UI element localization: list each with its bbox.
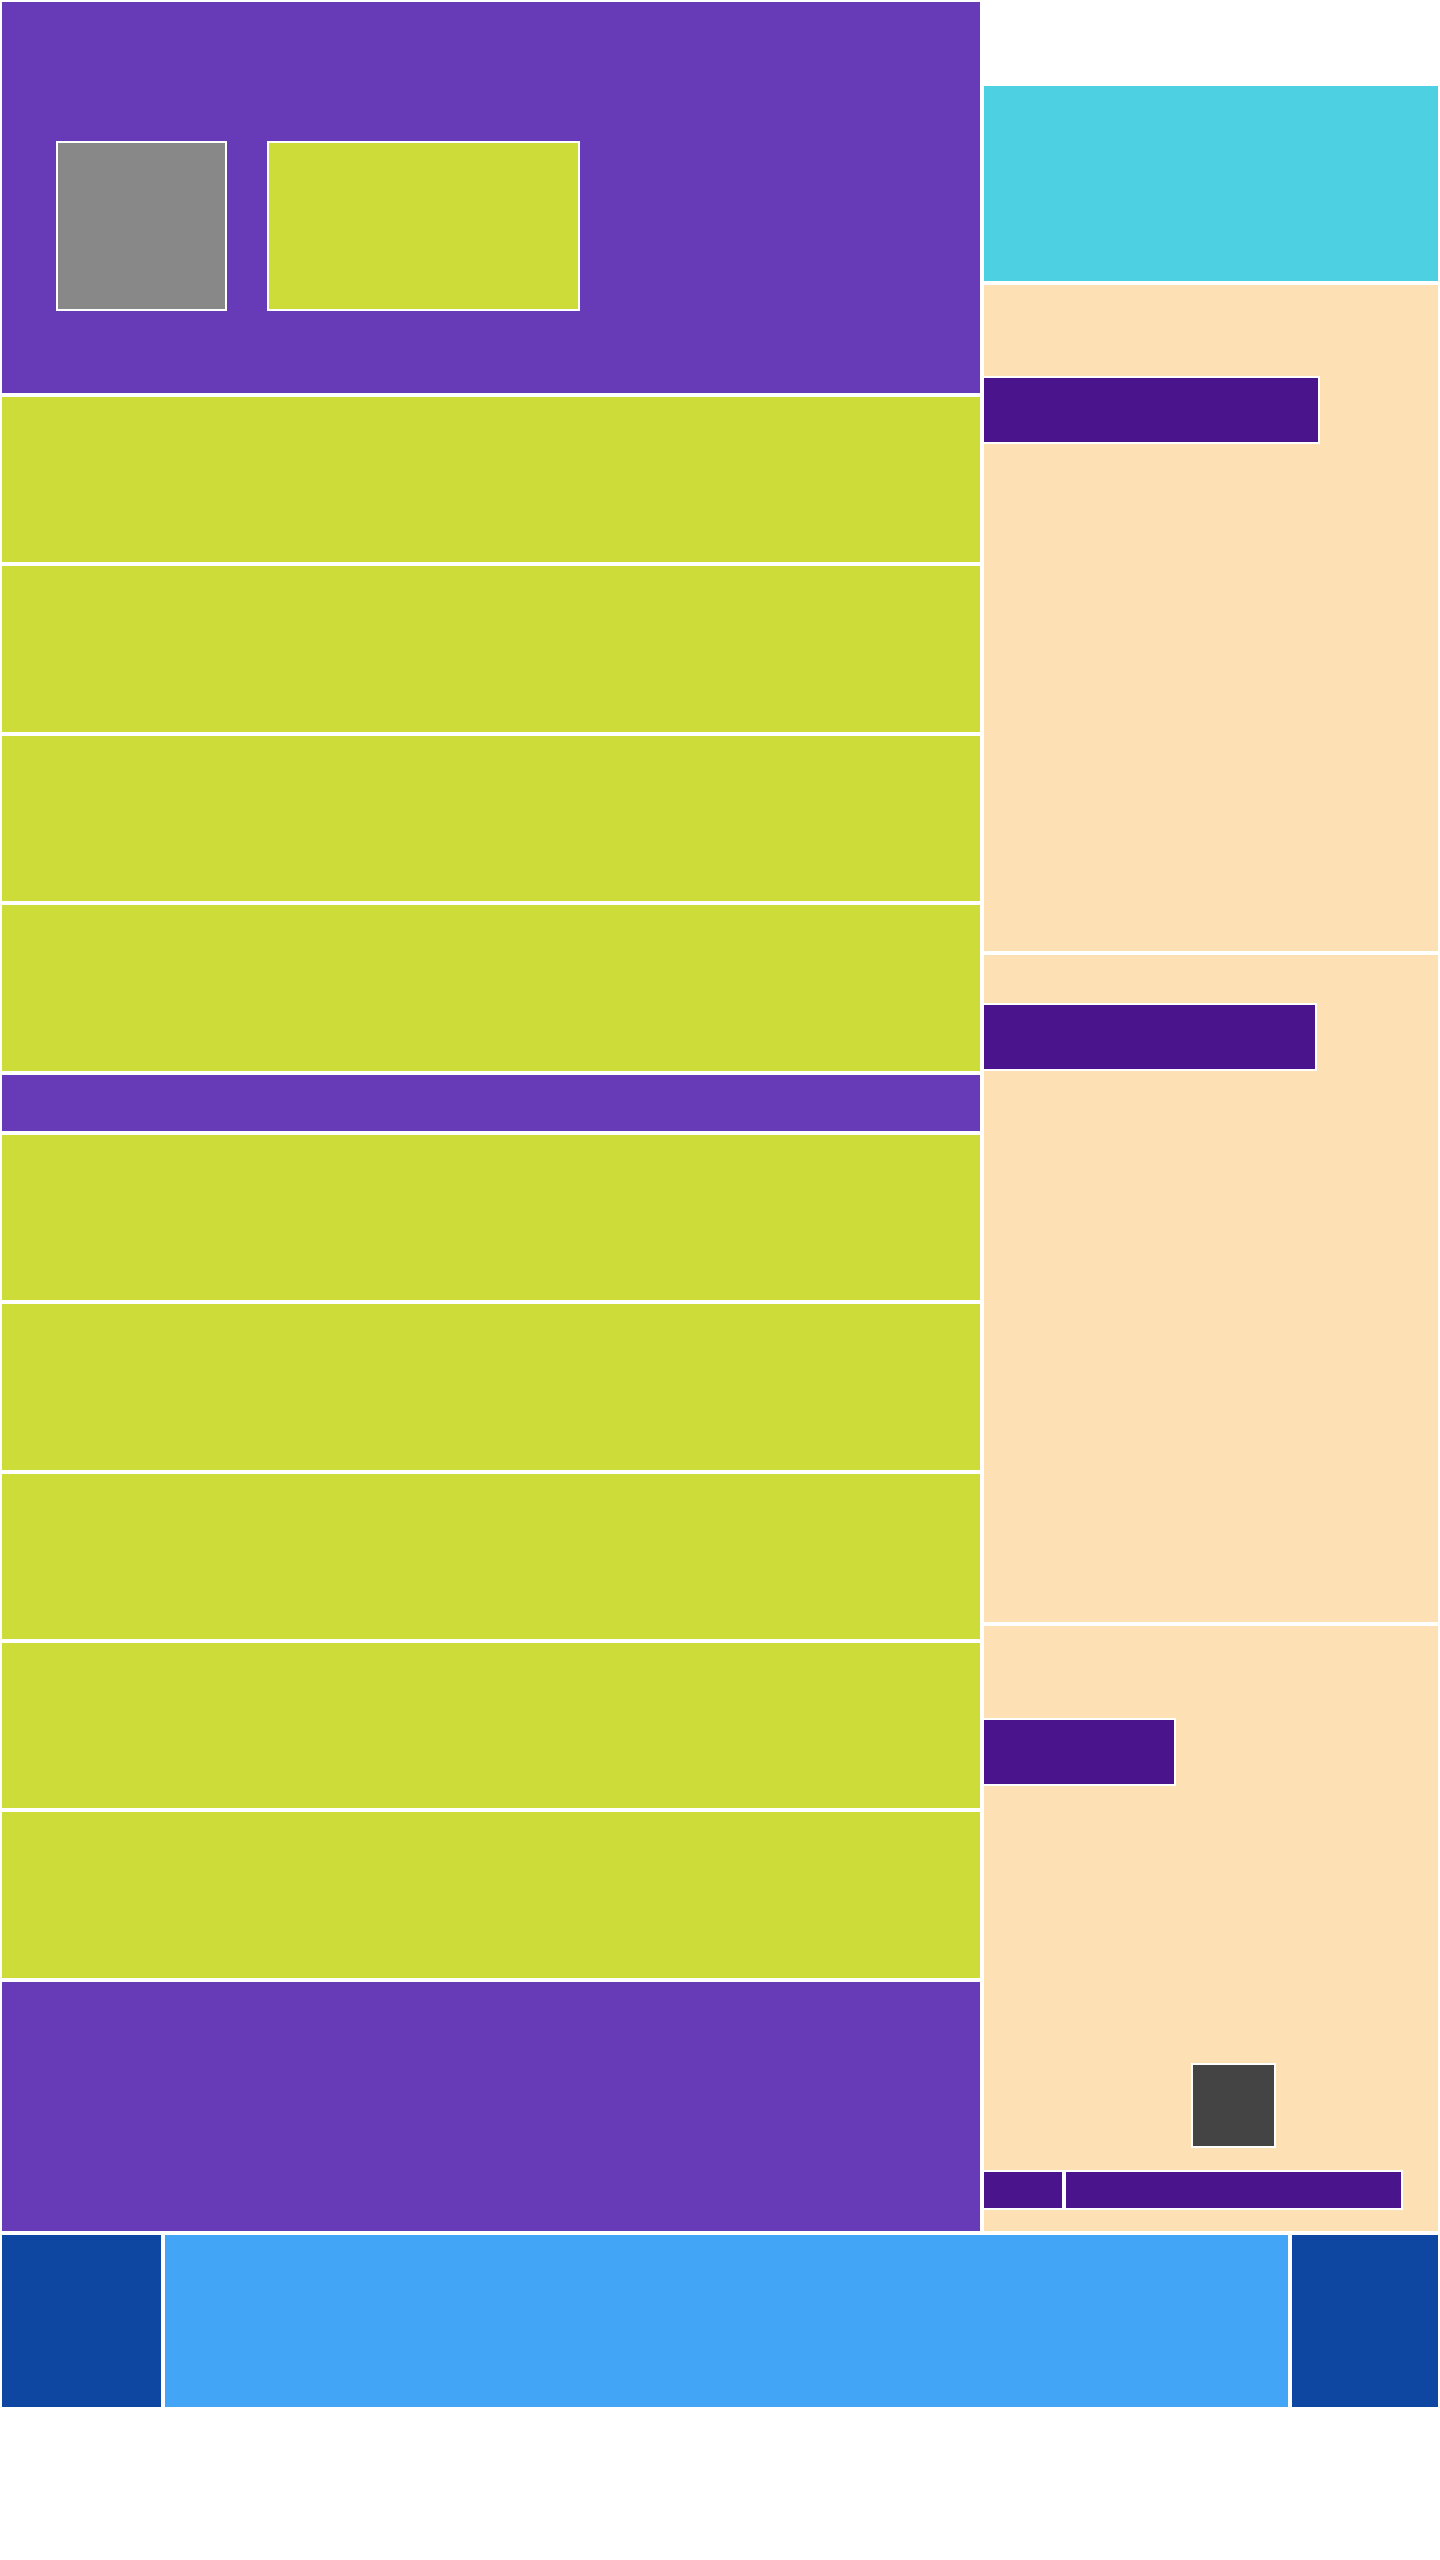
- sidebar-small-tab[interactable]: [982, 2170, 1064, 2210]
- sidebar-panel-heading-bar[interactable]: [982, 376, 1320, 444]
- footer-right-button[interactable]: [1290, 2233, 1440, 2409]
- list-item[interactable]: [0, 1472, 982, 1641]
- header-card[interactable]: [267, 141, 580, 311]
- section-divider-bar: [0, 1073, 982, 1133]
- list-item[interactable]: [0, 1302, 982, 1472]
- sidebar-panel-heading-bar[interactable]: [982, 1718, 1176, 1786]
- small-square-icon[interactable]: [1191, 2063, 1276, 2148]
- list-item[interactable]: [0, 1133, 982, 1302]
- sidebar-wide-tab[interactable]: [1064, 2170, 1403, 2210]
- list-item[interactable]: [0, 564, 982, 734]
- list-item[interactable]: [0, 903, 982, 1073]
- list-item[interactable]: [0, 1810, 982, 1980]
- content-footer-panel: [0, 1980, 982, 2233]
- sidebar-top-banner: [982, 84, 1440, 283]
- sidebar-panel-heading-bar[interactable]: [982, 1003, 1317, 1071]
- list-item[interactable]: [0, 395, 982, 564]
- footer-left-button[interactable]: [0, 2233, 163, 2409]
- footer-center-bar: [163, 2233, 1290, 2409]
- list-item[interactable]: [0, 734, 982, 903]
- thumbnail-image[interactable]: [56, 141, 227, 311]
- list-item[interactable]: [0, 1641, 982, 1810]
